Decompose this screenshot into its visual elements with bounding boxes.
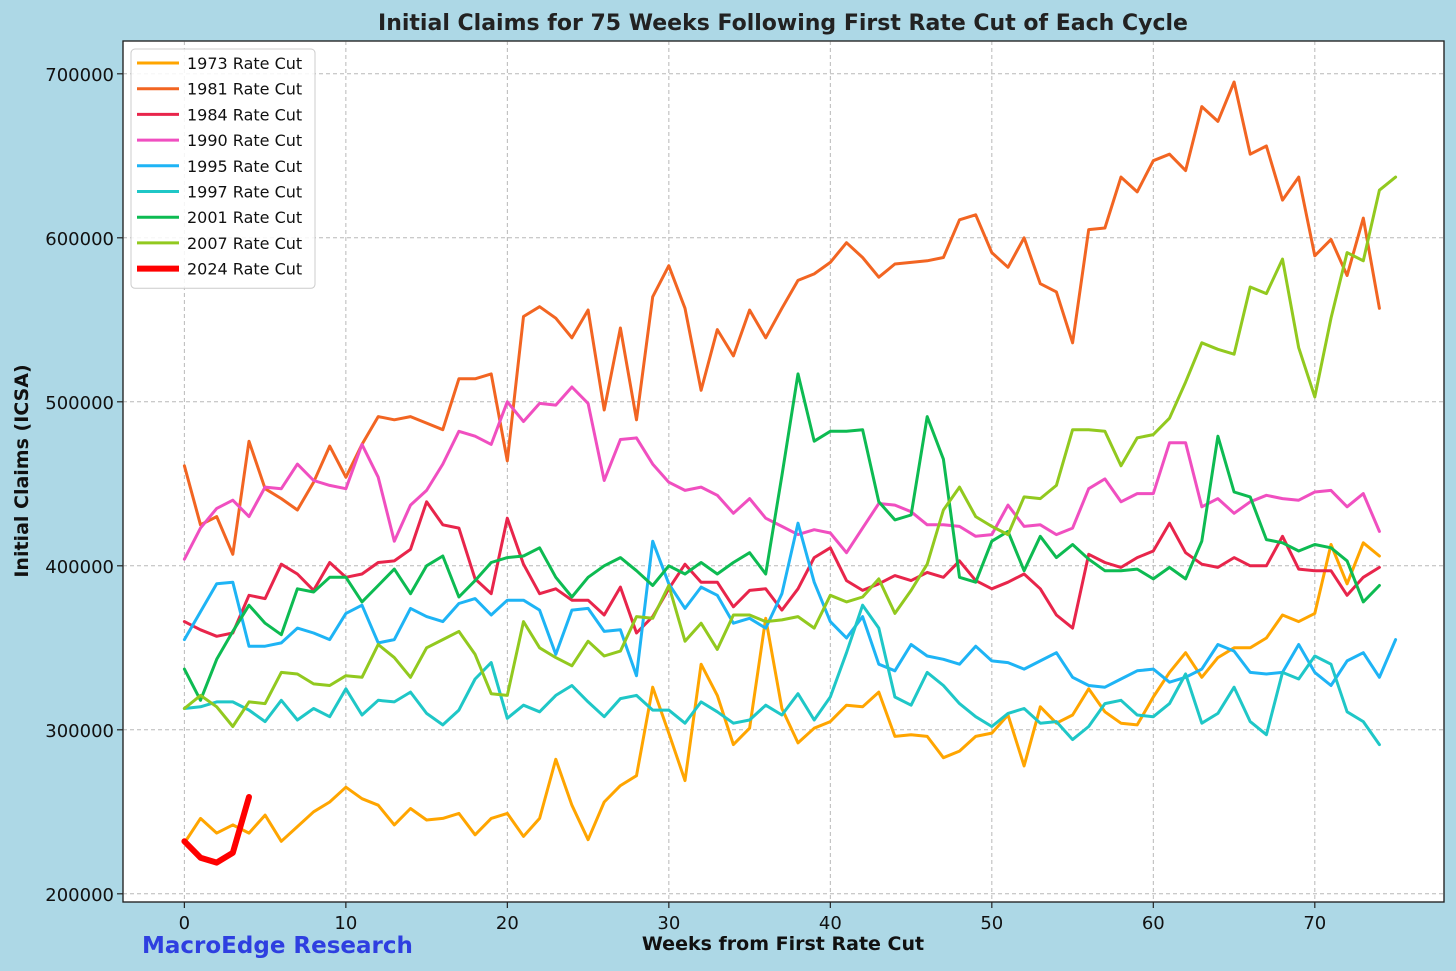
x-tick-label: 30 bbox=[657, 913, 680, 934]
series-lines bbox=[181, 80, 1398, 866]
legend-label: 2001 Rate Cut bbox=[187, 208, 302, 227]
x-tick-label: 20 bbox=[496, 913, 519, 934]
series-line-1995 bbox=[182, 521, 1398, 689]
series-line-1984 bbox=[182, 500, 1381, 638]
y-tick-label: 200000 bbox=[45, 885, 114, 906]
x-tick-label: 10 bbox=[334, 913, 357, 934]
plot-border bbox=[122, 40, 1445, 903]
legend-label: 1995 Rate Cut bbox=[187, 157, 302, 176]
chart-title: Initial Claims for 75 Weeks Following Fi… bbox=[378, 11, 1188, 36]
legend-label: 1984 Rate Cut bbox=[187, 105, 302, 124]
legend-label: 2007 Rate Cut bbox=[187, 234, 302, 253]
y-tick-label: 700000 bbox=[45, 65, 114, 86]
x-tick-label: 60 bbox=[1142, 913, 1165, 934]
y-tick-label: 300000 bbox=[45, 721, 114, 742]
x-tick-label: 40 bbox=[819, 913, 842, 934]
series-line-1997 bbox=[182, 603, 1381, 747]
legend-label: 1997 Rate Cut bbox=[187, 183, 302, 202]
y-axis-ticks: 200000 300000 400000 500000 600000 700000 bbox=[45, 65, 123, 906]
legend-label: 1973 Rate Cut bbox=[187, 54, 302, 73]
y-tick-label: 500000 bbox=[45, 393, 114, 414]
y-tick-label: 600000 bbox=[45, 229, 114, 250]
x-tick-label: 50 bbox=[980, 913, 1003, 934]
y-axis-label: Initial Claims (ICSA) bbox=[11, 364, 33, 577]
series-line-1981 bbox=[182, 80, 1381, 556]
x-axis-ticks: 0 10 20 30 40 50 60 70 bbox=[179, 902, 1326, 934]
watermark: MacroEdge Research bbox=[142, 933, 413, 959]
x-tick-label: 70 bbox=[1303, 913, 1326, 934]
x-axis-label: Weeks from First Rate Cut bbox=[642, 933, 924, 955]
legend-label: 1981 Rate Cut bbox=[187, 80, 302, 99]
series-line-2007 bbox=[182, 175, 1398, 728]
series-line-2001 bbox=[182, 372, 1381, 702]
legend-label: 2024 Rate Cut bbox=[187, 260, 302, 279]
series-line-1973 bbox=[182, 541, 1381, 845]
legend-label: 1990 Rate Cut bbox=[187, 131, 302, 150]
legend: 1973 Rate Cut 1981 Rate Cut 1984 Rate Cut 1… bbox=[130, 48, 316, 289]
y-tick-label: 400000 bbox=[45, 557, 114, 578]
x-tick-label: 0 bbox=[179, 913, 190, 934]
series-line-1990 bbox=[182, 385, 1381, 561]
grid-lines bbox=[123, 41, 1444, 902]
series-line-2024 bbox=[181, 794, 252, 866]
legend-box bbox=[130, 48, 316, 289]
